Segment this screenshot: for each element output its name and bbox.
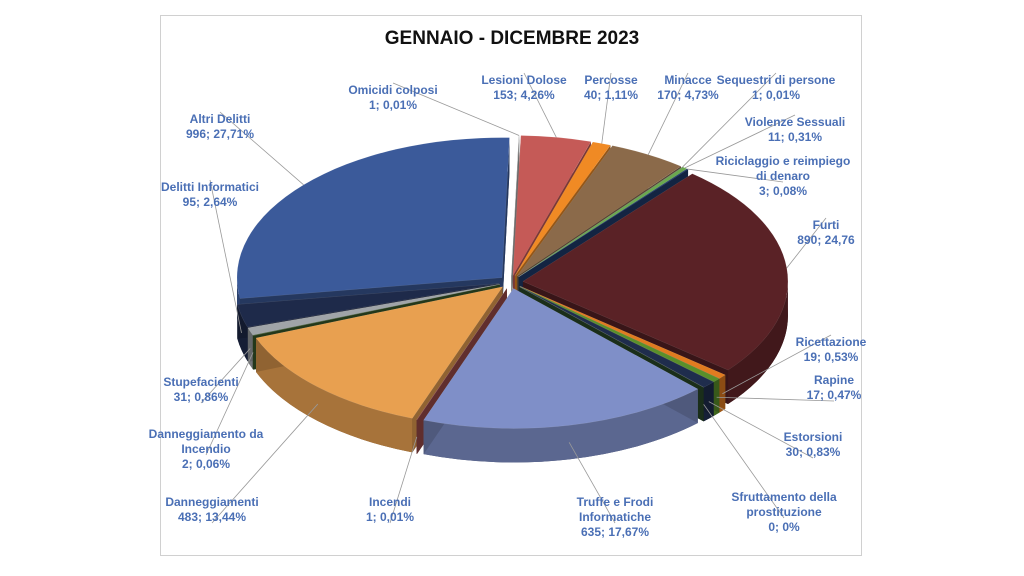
label-value: 3; 0,08% — [758, 184, 808, 198]
leader-line — [601, 72, 612, 144]
label-name: Truffe e Frodi Informatiche — [576, 495, 654, 524]
leader-line — [647, 72, 689, 155]
label-name: Riciclaggio e reimpiego di denaro — [715, 154, 851, 183]
label-value: 17; 0,47% — [806, 388, 862, 402]
label-name: Incendi — [368, 495, 411, 509]
label-name: Sfruttamento della prostituzione — [731, 490, 837, 519]
data-label: Delitti Informatici 95; 2,64% — [145, 180, 275, 210]
label-name: Delitti Informatici — [160, 180, 259, 194]
leader-line — [716, 396, 835, 402]
label-name: Percosse — [584, 73, 638, 87]
data-label: Incendi 1; 0,01% — [350, 495, 430, 525]
leader-line — [209, 179, 242, 333]
leader-line — [786, 217, 827, 269]
slice — [247, 283, 500, 336]
leader-line — [200, 348, 251, 404]
data-label: Riciclaggio e reimpiego di denaro 3; 0,08… — [713, 154, 853, 199]
data-label: Altri Delitti 996; 27,71% — [165, 112, 275, 142]
data-label: Furti 890; 24,76 — [781, 218, 871, 248]
label-value: 1; 0,01% — [751, 88, 801, 102]
label-value: 1; 0,01% — [365, 510, 415, 524]
label-value: 95; 2,64% — [182, 195, 238, 209]
label-value: 0; 0% — [768, 520, 800, 534]
label-value: 1; 0,01% — [368, 98, 418, 112]
leader-line — [219, 111, 304, 186]
leader-line — [687, 168, 784, 183]
slice — [519, 286, 720, 383]
data-label: Violenze Sessuali 11; 0,31% — [730, 115, 860, 145]
data-label: Rapine 17; 0,47% — [789, 373, 879, 403]
label-value: 153; 4,26% — [493, 88, 555, 102]
label-name: Altri Delitti — [189, 112, 251, 126]
label-value: 31; 0,86% — [173, 390, 229, 404]
slice — [520, 286, 726, 379]
leader-line — [389, 436, 418, 524]
label-name: Ricettazione — [795, 335, 867, 349]
slice-side — [728, 281, 788, 405]
slice-side — [423, 389, 698, 463]
label-value: 2; 0,06% — [181, 457, 231, 471]
leader-line — [205, 352, 254, 456]
chart-title: GENNAIO - DICEMBRE 2023 — [384, 28, 640, 49]
slice — [252, 284, 500, 336]
data-label: Lesioni Dolose 153; 4,26% — [459, 73, 589, 103]
leader-line — [708, 401, 814, 459]
slice-wall — [502, 137, 510, 312]
pie-tops — [236, 135, 789, 429]
label-value: 483; 13,44% — [177, 510, 247, 524]
label-name: Stupefacienti — [163, 375, 239, 389]
leader-line — [523, 72, 557, 138]
leader-line — [684, 114, 796, 169]
slice-wall — [511, 135, 520, 310]
leader-line — [682, 72, 777, 168]
leader-line — [703, 404, 785, 519]
label-value: 635; 17,67% — [580, 525, 650, 539]
slice — [236, 137, 510, 299]
label-name: Furti — [812, 218, 840, 232]
leader-line — [211, 403, 319, 524]
data-label: Estorsioni 30; 0,83% — [768, 430, 858, 460]
data-label: Sfruttamento della prostituzione 0; 0% — [719, 490, 849, 535]
data-label: Danneggiamento da Incendio 2; 0,06% — [146, 427, 266, 472]
slice — [236, 283, 500, 328]
label-value: 170; 4,73% — [657, 88, 719, 102]
label-name: Danneggiamenti — [165, 495, 259, 509]
slice — [423, 288, 699, 429]
data-label: Minacce 170; 4,73% — [643, 73, 733, 103]
label-name: Sequestri di persone — [716, 73, 836, 87]
label-value: 40; 1,11% — [583, 88, 639, 102]
data-label: Sequestri di persone 1; 0,01% — [706, 73, 846, 103]
data-label: Omicidi colposi 1; 0,01% — [338, 83, 448, 113]
leader-line — [722, 334, 832, 395]
label-name: Minacce — [664, 73, 712, 87]
data-label: Stupefacienti 31; 0,86% — [146, 375, 256, 405]
label-name: Estorsioni — [783, 430, 843, 444]
chart-frame — [160, 15, 862, 556]
label-name: Omicidi colposi — [348, 83, 438, 97]
slice — [514, 141, 611, 276]
data-label: Danneggiamenti 483; 13,44% — [152, 495, 272, 525]
label-name: Rapine — [813, 373, 854, 387]
data-label: Percosse 40; 1,11% — [566, 73, 656, 103]
label-value: 11; 0,31% — [767, 130, 823, 144]
leader-line — [568, 442, 616, 524]
slice — [519, 286, 715, 388]
leader-line — [392, 82, 520, 136]
label-value: 30; 0,83% — [785, 445, 841, 459]
data-label: Ricettazione 19; 0,53% — [781, 335, 881, 365]
label-name: Lesioni Dolose — [481, 73, 567, 87]
slice — [255, 286, 504, 419]
label-value: 19; 0,53% — [803, 350, 859, 364]
label-name: Danneggiamento da Incendio — [148, 427, 264, 456]
slice — [522, 173, 789, 371]
label-value: 890; 24,76 — [797, 233, 855, 247]
label-name: Violenze Sessuali — [744, 115, 846, 129]
label-value: 996; 27,71% — [185, 127, 255, 141]
slice-side — [256, 337, 413, 453]
data-label: Truffe e Frodi Informatiche 635; 17,67% — [560, 495, 670, 540]
slice — [416, 288, 508, 421]
